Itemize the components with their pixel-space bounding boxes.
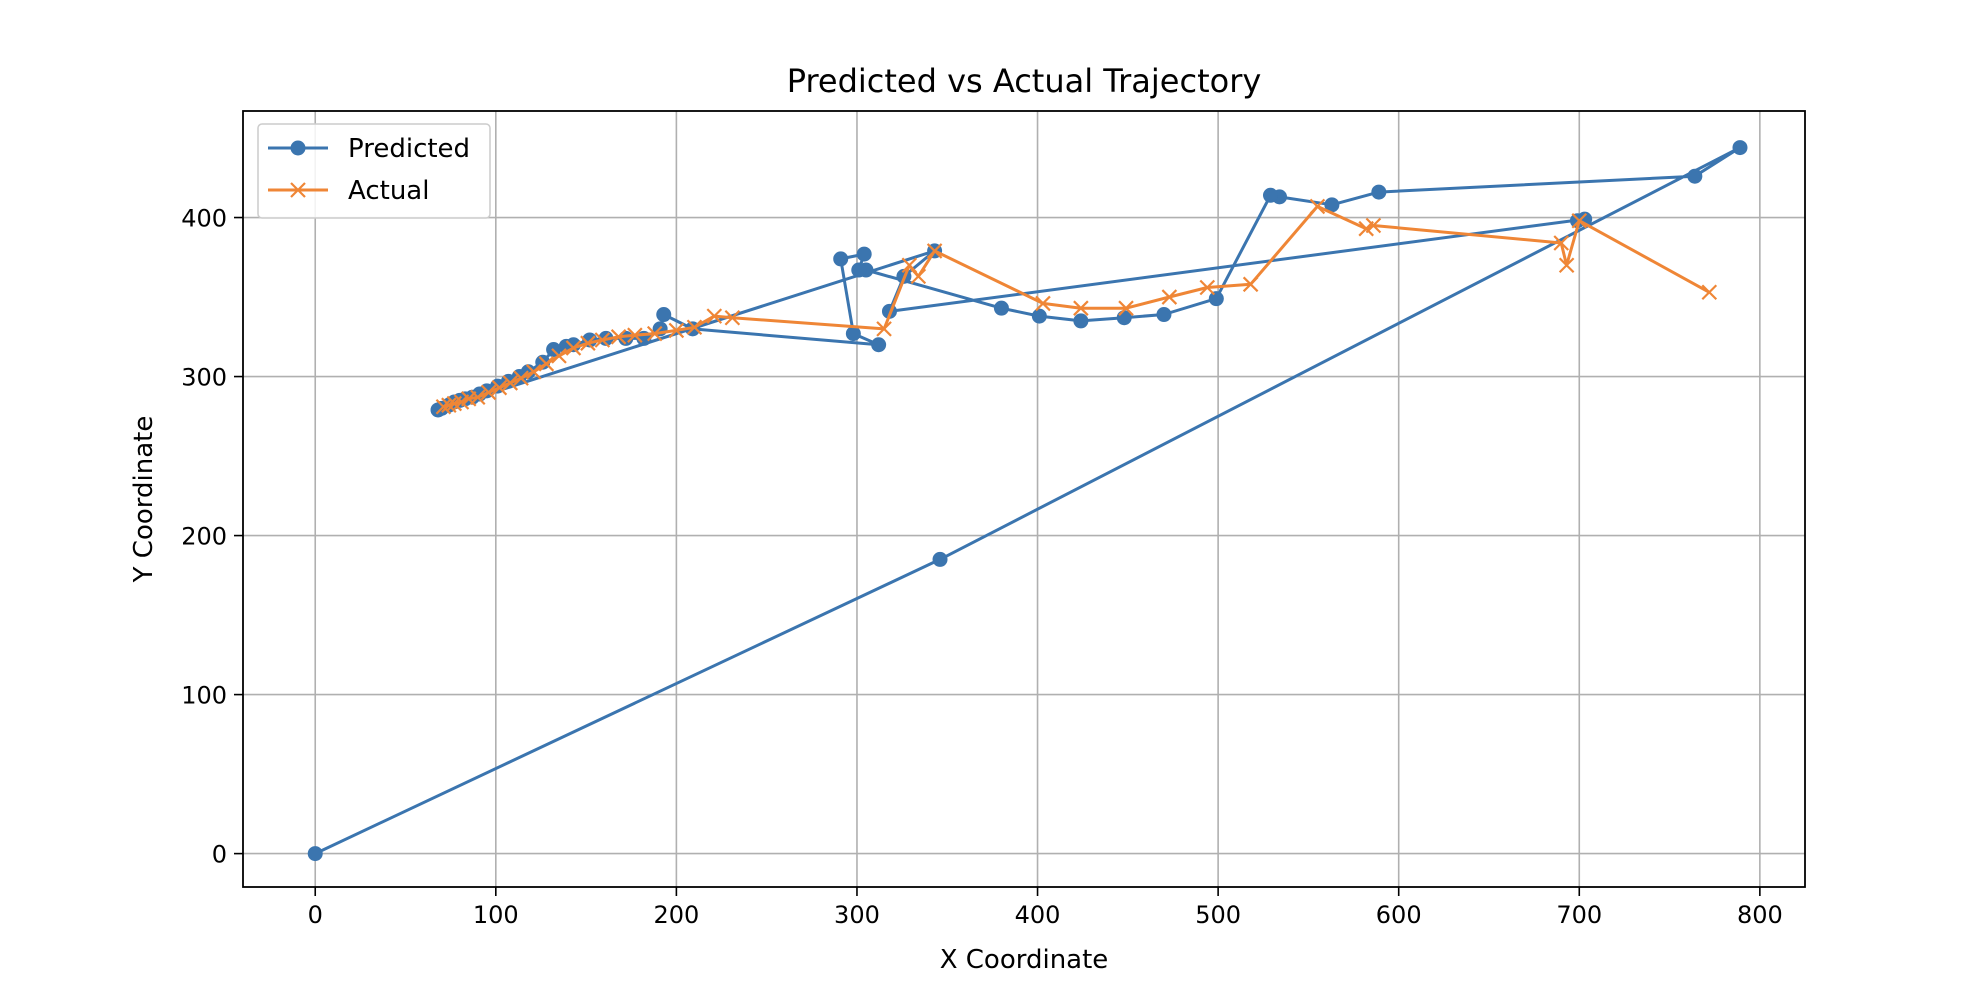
predicted-point — [871, 337, 887, 353]
predicted-point — [1732, 140, 1748, 156]
actual-point — [469, 389, 486, 406]
y-axis-label: Y Coordinate — [129, 416, 159, 584]
actual-point — [686, 319, 703, 336]
x-tick-label: 200 — [653, 901, 699, 929]
grid — [243, 111, 1805, 887]
actual-point — [594, 332, 611, 348]
y-tick-label: 200 — [181, 523, 227, 551]
x-tick-label: 400 — [1015, 901, 1061, 929]
chart-title: Predicted vs Actual Trajectory — [787, 62, 1262, 100]
actual-point — [1118, 300, 1134, 316]
actual-point — [610, 329, 627, 345]
actual-point — [513, 370, 529, 386]
actual-point — [901, 257, 918, 274]
actual-point — [480, 384, 497, 401]
predicted-point — [1569, 213, 1585, 229]
predicted-point — [856, 246, 872, 262]
y-tick-label: 100 — [181, 682, 227, 710]
actual-point — [1073, 300, 1089, 316]
predicted-point — [1156, 307, 1172, 323]
actual-point — [441, 397, 457, 413]
x-tick-label: 600 — [1376, 901, 1422, 929]
plot-frame — [242, 110, 1806, 888]
legend-label-actual: Actual — [348, 176, 429, 206]
predicted-point — [851, 262, 867, 278]
actual-point — [491, 379, 508, 396]
legend-entries: Predicted Actual — [268, 134, 470, 206]
actual-point — [525, 364, 542, 380]
predicted-point — [307, 846, 323, 862]
predicted-point — [1073, 313, 1089, 329]
y-tick-label: 0 — [212, 841, 227, 869]
actual-point — [706, 308, 723, 324]
actual-point — [1558, 257, 1575, 274]
actual-point — [435, 398, 452, 415]
actual-point — [668, 322, 685, 339]
actual-point — [627, 327, 643, 343]
actual-line — [442, 204, 1711, 409]
actual-point — [1571, 212, 1588, 229]
x-tick-label: 100 — [473, 901, 519, 929]
predicted-point — [1262, 187, 1278, 203]
actual-point — [538, 356, 555, 372]
x-tick-label: 300 — [834, 901, 880, 929]
actual-point — [1553, 235, 1569, 251]
predicted-point — [932, 551, 948, 567]
legend-marker-predicted — [290, 140, 306, 156]
actual-point — [910, 268, 927, 285]
predicted-point — [1324, 197, 1340, 213]
actual-point — [646, 325, 663, 342]
x-tick-label: 500 — [1195, 901, 1241, 929]
x-tick-label: 700 — [1556, 901, 1602, 929]
predicted-point — [1687, 168, 1703, 184]
legend-entry-predicted: Predicted — [268, 134, 470, 164]
legend-entry-actual: Actual — [268, 176, 429, 206]
plot-series — [307, 140, 1748, 862]
predicted-point — [833, 251, 849, 267]
y-tick-label: 300 — [181, 364, 227, 392]
legend-marker-actual — [290, 182, 306, 198]
actual-point — [502, 375, 519, 391]
actual-point — [1035, 295, 1051, 312]
actual-point — [1161, 289, 1178, 305]
x-tick-label: 800 — [1737, 901, 1783, 929]
actual-point — [926, 243, 943, 259]
actual-point — [876, 321, 892, 337]
y-tick-label: 400 — [181, 205, 227, 233]
legend-label-predicted: Predicted — [348, 134, 470, 164]
predicted-point — [1031, 308, 1047, 324]
actual-point — [724, 309, 741, 326]
actual-point — [1199, 279, 1216, 296]
x-axis-label: X Coordinate — [940, 945, 1109, 975]
x-tick-label: 0 — [308, 901, 323, 929]
actual-point — [551, 348, 567, 364]
legend: Predicted Actual — [257, 123, 491, 219]
predicted-point — [993, 300, 1009, 316]
predicted-point — [845, 326, 861, 342]
actual-point — [565, 340, 582, 356]
predicted-point — [656, 307, 672, 323]
predicted-point — [1208, 291, 1224, 307]
actual-point — [1242, 276, 1259, 293]
actual-point — [1365, 217, 1382, 234]
axis-ticks: 0 100 200 300 400 500 600 700 800 0 100 200 300 400 — [181, 205, 1783, 929]
actual-point — [1309, 198, 1326, 215]
predicted-point — [1371, 184, 1387, 200]
actual-point — [1701, 284, 1718, 301]
actual-series — [435, 198, 1718, 415]
actual-point — [580, 335, 596, 351]
